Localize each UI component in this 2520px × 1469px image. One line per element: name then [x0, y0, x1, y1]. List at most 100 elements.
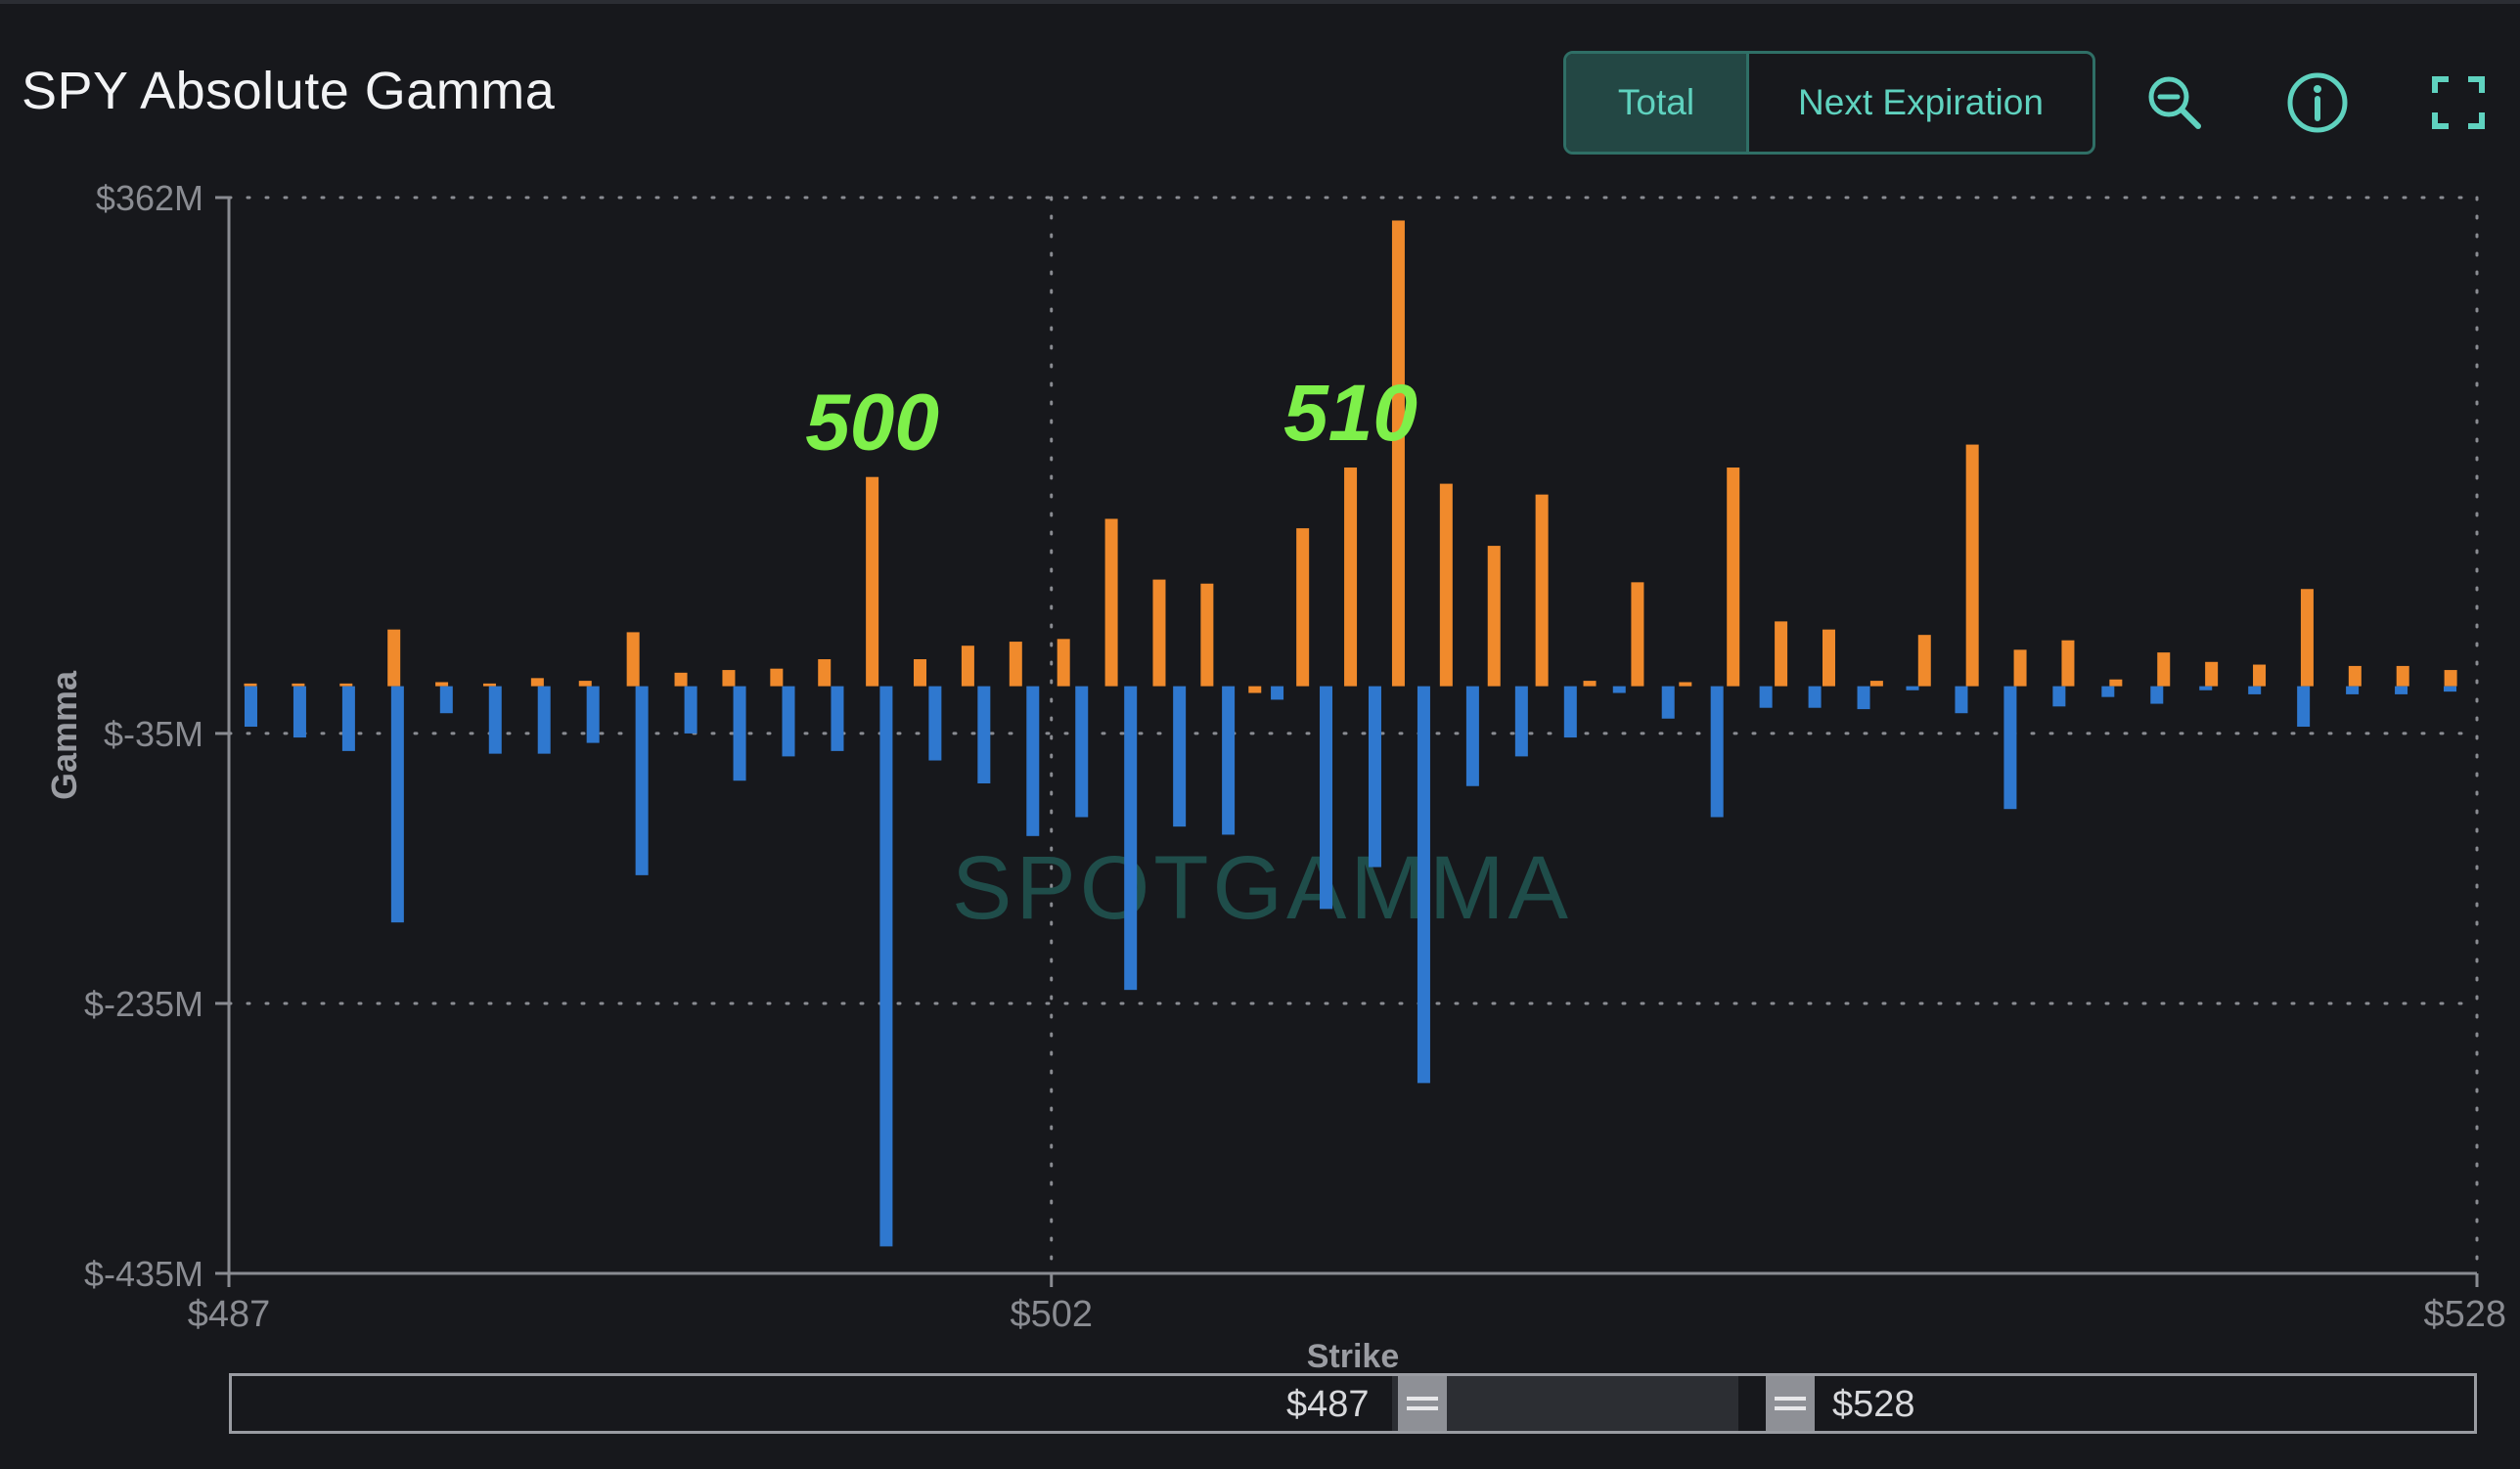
put-gamma-bar[interactable] — [586, 686, 600, 743]
call-gamma-bar[interactable] — [292, 683, 305, 687]
call-gamma-bar[interactable] — [1248, 686, 1262, 693]
call-gamma-bar[interactable] — [1679, 682, 1692, 687]
put-gamma-bar[interactable] — [2346, 686, 2360, 694]
put-gamma-bar[interactable] — [2395, 686, 2408, 694]
put-gamma-bar[interactable] — [1417, 686, 1430, 1084]
call-gamma-bar[interactable] — [2061, 640, 2075, 687]
put-gamma-bar[interactable] — [733, 686, 746, 781]
call-gamma-bar[interactable] — [435, 682, 449, 687]
put-gamma-bar[interactable] — [782, 686, 795, 757]
put-gamma-bar[interactable] — [1222, 686, 1236, 835]
put-gamma-bar[interactable] — [635, 686, 649, 875]
call-gamma-bar[interactable] — [1965, 444, 1979, 687]
call-gamma-bar[interactable] — [1104, 518, 1118, 687]
put-gamma-bar[interactable] — [244, 686, 257, 728]
put-gamma-bar[interactable] — [2101, 686, 2115, 697]
range-right-handle[interactable] — [1766, 1376, 1815, 1431]
put-gamma-bar[interactable] — [2052, 686, 2066, 707]
fullscreen-icon[interactable] — [2420, 65, 2497, 141]
call-gamma-bar[interactable] — [1057, 639, 1070, 687]
range-left-handle[interactable] — [1398, 1376, 1447, 1431]
call-gamma-bar[interactable] — [626, 632, 640, 687]
put-gamma-bar[interactable] — [2248, 686, 2262, 694]
call-gamma-bar[interactable] — [914, 659, 927, 687]
call-gamma-bar[interactable] — [1775, 621, 1788, 687]
call-gamma-bar[interactable] — [1200, 583, 1214, 687]
call-gamma-bar[interactable] — [387, 629, 401, 687]
put-gamma-bar[interactable] — [2199, 686, 2213, 690]
call-gamma-bar[interactable] — [770, 668, 784, 687]
call-gamma-bar[interactable] — [1917, 635, 1931, 687]
call-gamma-bar[interactable] — [1009, 642, 1022, 687]
call-gamma-bar[interactable] — [482, 683, 496, 687]
put-gamma-bar[interactable] — [1075, 686, 1089, 818]
put-gamma-bar[interactable] — [488, 686, 502, 754]
call-gamma-bar[interactable] — [1583, 681, 1597, 687]
call-gamma-bar[interactable] — [1152, 579, 1166, 687]
put-gamma-bar[interactable] — [1955, 686, 1968, 714]
next-expiration-toggle-button[interactable]: Next Expiration — [1798, 82, 2044, 122]
call-gamma-bar[interactable] — [818, 659, 832, 687]
call-gamma-bar[interactable] — [1439, 483, 1453, 687]
put-gamma-bar[interactable] — [1514, 686, 1528, 757]
call-gamma-bar[interactable] — [530, 678, 544, 687]
put-gamma-bar[interactable] — [1124, 686, 1138, 991]
total-toggle-button[interactable]: Total — [1566, 54, 1749, 152]
put-gamma-bar[interactable] — [1808, 686, 1822, 708]
put-gamma-bar[interactable] — [1661, 686, 1675, 719]
strike-range-slider[interactable]: $487 $528 — [229, 1373, 2477, 1434]
call-gamma-bar[interactable] — [2157, 652, 2171, 687]
call-gamma-bar[interactable] — [578, 681, 592, 687]
put-gamma-bar[interactable] — [341, 686, 355, 751]
put-gamma-bar[interactable] — [2444, 686, 2457, 692]
put-gamma-bar[interactable] — [1026, 686, 1040, 836]
put-gamma-bar[interactable] — [1320, 686, 1333, 910]
put-gamma-bar[interactable] — [831, 686, 844, 751]
put-gamma-bar[interactable] — [2003, 686, 2017, 810]
put-gamma-bar[interactable] — [2150, 686, 2164, 704]
call-gamma-bar[interactable] — [866, 476, 879, 687]
call-gamma-bar[interactable] — [961, 645, 974, 687]
call-gamma-bar[interactable] — [339, 683, 353, 687]
call-gamma-bar[interactable] — [2205, 661, 2219, 687]
put-gamma-bar[interactable] — [439, 686, 453, 714]
info-icon[interactable] — [2279, 65, 2356, 141]
call-gamma-bar[interactable] — [2109, 679, 2123, 687]
put-gamma-bar[interactable] — [977, 686, 991, 783]
zoom-out-icon[interactable] — [2137, 65, 2213, 141]
put-gamma-bar[interactable] — [1173, 686, 1187, 827]
put-gamma-bar[interactable] — [1710, 686, 1724, 818]
call-gamma-bar[interactable] — [722, 670, 736, 687]
put-gamma-bar[interactable] — [537, 686, 551, 754]
put-gamma-bar[interactable] — [684, 686, 698, 734]
call-gamma-bar[interactable] — [1391, 220, 1405, 687]
call-gamma-bar[interactable] — [1727, 467, 1740, 687]
call-gamma-bar[interactable] — [1296, 528, 1310, 687]
call-gamma-bar[interactable] — [244, 683, 257, 687]
call-gamma-bar[interactable] — [1631, 582, 1644, 687]
call-gamma-bar[interactable] — [1344, 467, 1358, 687]
call-gamma-bar[interactable] — [674, 672, 688, 687]
put-gamma-bar[interactable] — [1906, 686, 1919, 690]
put-gamma-bar[interactable] — [1465, 686, 1479, 786]
call-gamma-bar[interactable] — [2348, 665, 2362, 687]
put-gamma-bar[interactable] — [2297, 686, 2311, 728]
call-gamma-bar[interactable] — [2013, 649, 2027, 687]
put-gamma-bar[interactable] — [1368, 686, 1381, 868]
put-gamma-bar[interactable] — [1857, 686, 1870, 710]
call-gamma-bar[interactable] — [2253, 664, 2267, 687]
put-gamma-bar[interactable] — [1271, 686, 1284, 700]
put-gamma-bar[interactable] — [292, 686, 306, 738]
put-gamma-bar[interactable] — [1612, 686, 1626, 693]
call-gamma-bar[interactable] — [2444, 670, 2457, 687]
put-gamma-bar[interactable] — [1563, 686, 1577, 738]
call-gamma-bar[interactable] — [1487, 546, 1501, 687]
put-gamma-bar[interactable] — [390, 686, 404, 923]
call-gamma-bar[interactable] — [2396, 665, 2409, 687]
call-gamma-bar[interactable] — [2300, 589, 2314, 687]
put-gamma-bar[interactable] — [1759, 686, 1773, 708]
put-gamma-bar[interactable] — [879, 686, 893, 1247]
call-gamma-bar[interactable] — [1869, 681, 1883, 687]
call-gamma-bar[interactable] — [1822, 629, 1835, 687]
call-gamma-bar[interactable] — [1535, 494, 1549, 687]
